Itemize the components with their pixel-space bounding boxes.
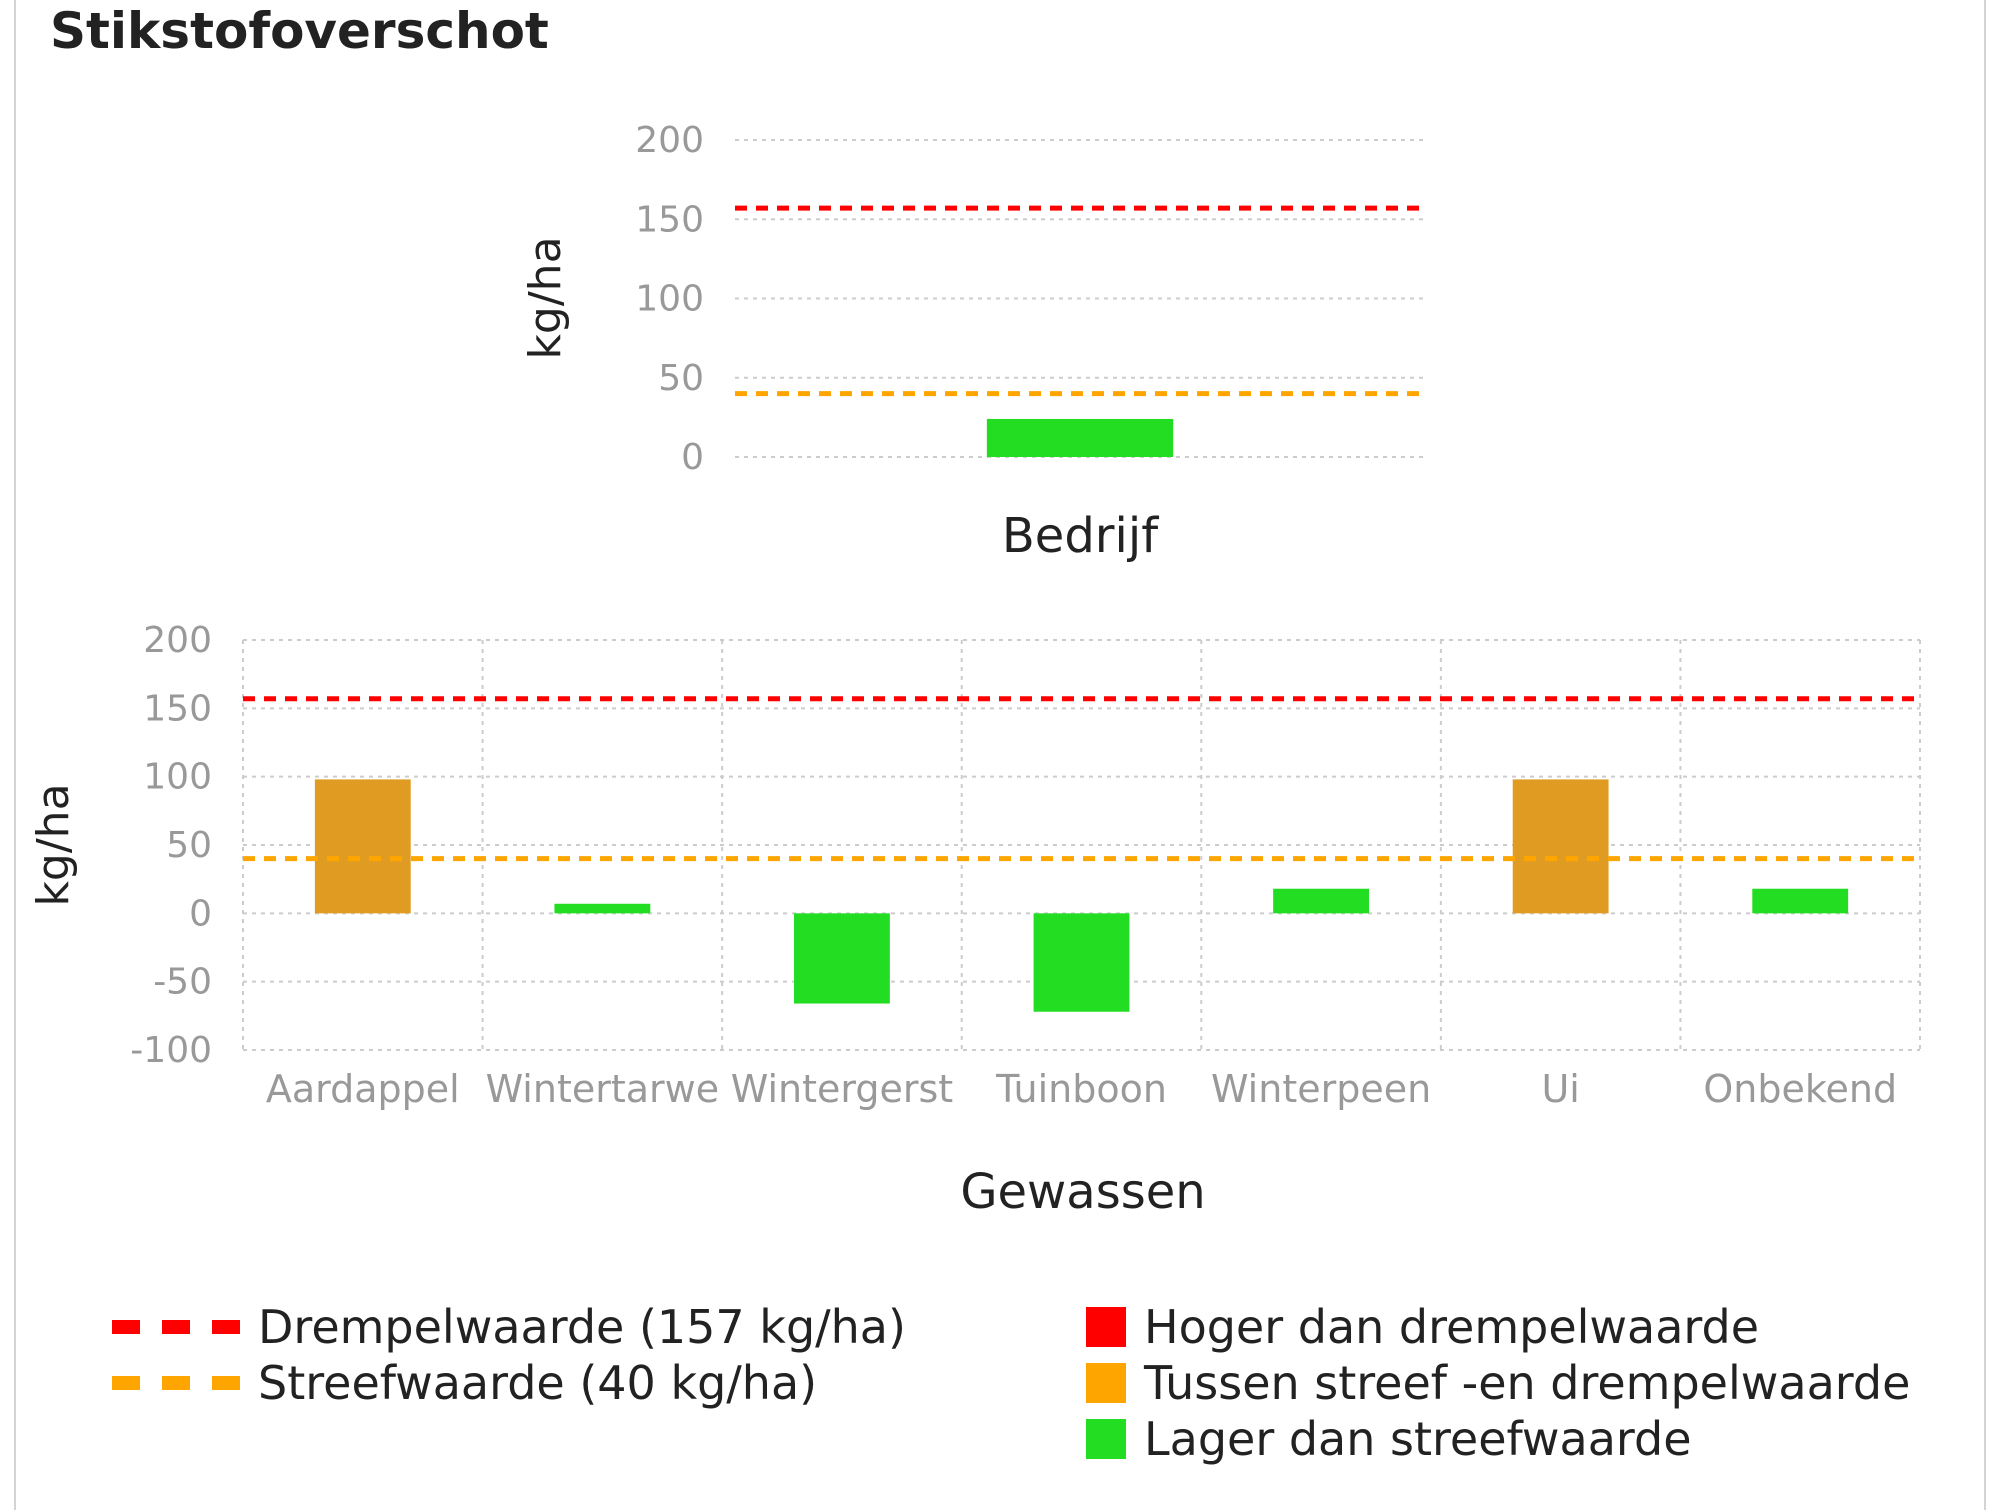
chart1-category-label: Winterpeen	[1211, 1067, 1431, 1111]
legend-label: Drempelwaarde (157 kg/ha)	[258, 1300, 906, 1354]
chart1-x-axis-title: Gewassen	[960, 1164, 1205, 1220]
chart1-y-tick-label: -50	[153, 962, 212, 1003]
legend-label: Streefwaarde (40 kg/ha)	[258, 1356, 818, 1410]
orange-square-swatch	[1086, 1363, 1126, 1403]
chart1-bar	[1273, 888, 1369, 914]
chart0-category-label: Bedrijf	[1002, 508, 1159, 564]
chart1-y-tick-label: 0	[189, 893, 212, 934]
legend-item-below-target: Lager dan streefwaarde	[1086, 1412, 1692, 1466]
legend-item-target: Streefwaarde (40 kg/ha)	[112, 1356, 817, 1410]
chart1-bar	[1033, 913, 1130, 1012]
legend-label: Tussen streef -en drempelwaarde	[1144, 1356, 1911, 1410]
chart1-bar	[1752, 888, 1849, 914]
chart1-category-label: Wintergerst	[731, 1067, 953, 1111]
chart1-category-label: Aardappel	[266, 1067, 460, 1111]
chart1-y-tick-label: 50	[166, 825, 212, 866]
chart0-y-tick-label: 150	[635, 199, 704, 240]
threshold-line-swatch	[112, 1320, 240, 1334]
legend-label: Lager dan streefwaarde	[1144, 1412, 1692, 1466]
chart0-y-tick-label: 50	[658, 358, 704, 399]
chart1-category-label: Onbekend	[1703, 1067, 1897, 1111]
red-square-swatch	[1086, 1307, 1126, 1347]
chart0-y-tick-label: 200	[635, 120, 704, 161]
chart0-y-tick-label: 100	[635, 279, 704, 320]
chart1-category-label: Wintertarwe	[486, 1067, 720, 1111]
chart1-category-label: Ui	[1541, 1067, 1579, 1111]
chart1-bar	[314, 779, 411, 914]
legend-item-threshold: Drempelwaarde (157 kg/ha)	[112, 1300, 906, 1354]
legend-item-above-threshold: Hoger dan drempelwaarde	[1086, 1300, 1759, 1354]
chart1-bar	[794, 913, 890, 1004]
chart0-y-tick-label: 0	[681, 437, 704, 478]
chart1-category-label: Tuinboon	[995, 1067, 1167, 1111]
legend-item-between: Tussen streef -en drempelwaarde	[1086, 1356, 1910, 1410]
chart1-bar	[1512, 779, 1609, 914]
chart1-y-tick-label: 100	[143, 757, 212, 798]
chart1-bar	[554, 903, 651, 914]
chart1-y-tick-label: 200	[143, 620, 212, 661]
green-square-swatch	[1086, 1419, 1126, 1459]
page-title: Stikstofoverschot	[50, 2, 549, 60]
target-line-swatch	[112, 1376, 240, 1390]
chart-panel	[14, 0, 1986, 1510]
chart1-y-tick-label: 150	[143, 688, 212, 729]
legend-label: Hoger dan drempelwaarde	[1144, 1300, 1760, 1354]
chart1-y-tick-label: -100	[130, 1030, 212, 1071]
chart1-y-axis-title: kg/ha	[28, 783, 79, 906]
chart0-bar	[986, 418, 1174, 457]
chart0-y-axis-title: kg/ha	[520, 236, 571, 359]
